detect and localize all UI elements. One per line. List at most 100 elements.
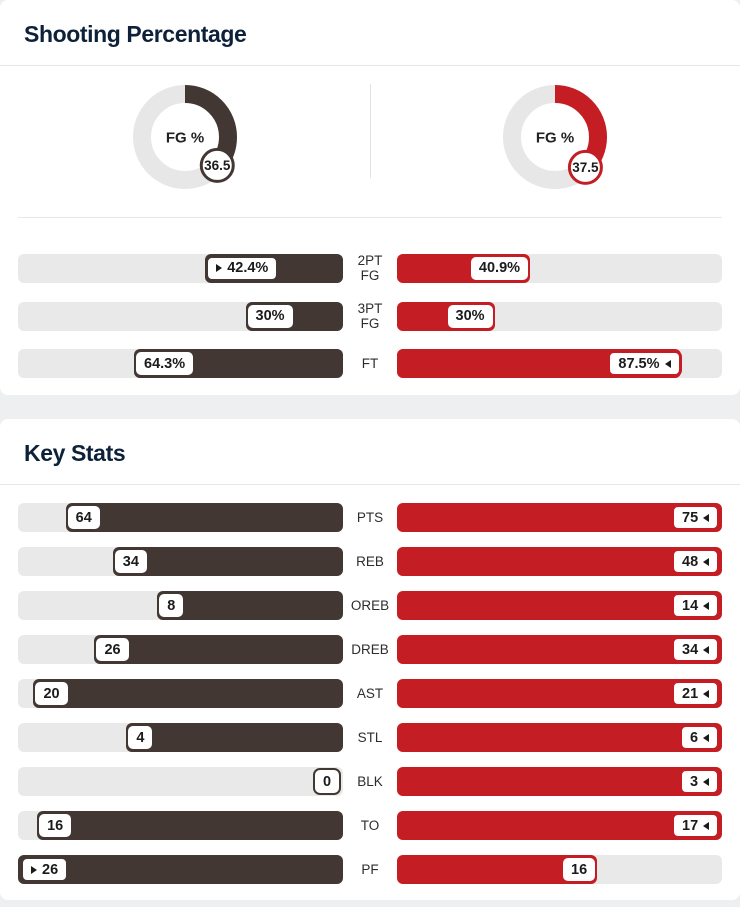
value-badge-left-REB: 34 [112, 548, 149, 575]
stat-row-2PTFG: 42.4% 2PT FG 40.9% [18, 253, 722, 283]
stat-label-DREB: DREB [351, 642, 389, 657]
donut-center-label: FG % [536, 129, 574, 146]
bar-track-left-2PTFG: 42.4% [18, 253, 343, 283]
key-stats-card: Key Stats 64 PTS 75 34 REB 48 8 OREB 14 26 DREB 34 2… [0, 419, 740, 900]
value-badge-left-3PTFG: 30% [245, 302, 295, 330]
stat-label-OREB: OREB [350, 598, 390, 613]
bar-track-right-STL: 6 [397, 723, 722, 752]
bar-fill-right [397, 635, 722, 664]
value-badge-right-DREB: 34 [671, 636, 721, 663]
stat-label-3PTFG: 3PT FG [357, 301, 383, 331]
bar-track-left-DREB: 26 [18, 635, 343, 664]
bar-fill-left [65, 503, 343, 532]
fg-donut-right: FG % 37.5 [371, 82, 740, 192]
key-stats-bars-list: 64 PTS 75 34 REB 48 8 OREB 14 26 DREB 34 20 AST 21 4 STL… [0, 485, 740, 900]
stat-value-text: 30% [255, 308, 285, 324]
leader-arrow-left-icon [703, 733, 710, 742]
bar-track-left-PTS: 64 [18, 503, 343, 532]
stat-value-text: 3 [690, 773, 699, 790]
bar-fill-left [112, 547, 343, 576]
stat-row-3PTFG: 30% 3PT FG 30% [18, 301, 722, 331]
stat-value-text: 17 [682, 817, 699, 834]
bar-track-left-AST: 20 [18, 679, 343, 708]
bar-track-right-FT: 87.5% [397, 349, 722, 378]
stat-row-OREB: 8 OREB 14 [18, 591, 722, 620]
value-badge-right-PTS: 75 [671, 504, 721, 531]
donut-vertical-divider [369, 84, 371, 178]
value-badge-left-OREB: 8 [157, 592, 186, 619]
fg-donut-row: FG % 36.5 FG % 37.5 [0, 66, 740, 217]
bar-track-left-3PTFG: 30% [18, 301, 343, 331]
bar-track-left-FT: 64.3% [18, 349, 343, 378]
value-badge-left-2PTFG: 42.4% [205, 254, 280, 282]
value-badge-right-2PTFG: 40.9% [468, 254, 531, 282]
value-badge-right-BLK: 3 [679, 768, 721, 795]
stat-label-REB: REB [356, 554, 384, 569]
bar-fill-left [18, 855, 343, 884]
bar-fill-left [33, 679, 343, 708]
shooting-percentage-card: Shooting Percentage FG % 36.5 FG % 37.5 42… [0, 0, 740, 395]
leader-arrow-left-icon [703, 645, 710, 654]
bar-track-right-BLK: 3 [397, 767, 722, 796]
key-stats-card-header: Key Stats [0, 419, 740, 484]
bar-fill-left [37, 811, 343, 840]
stat-value-text: 4 [136, 729, 145, 746]
stat-value-text: 30% [455, 308, 485, 324]
leader-arrow-left-icon [703, 777, 710, 786]
value-badge-right-STL: 6 [679, 724, 721, 751]
donut-value-arc [132, 85, 237, 189]
value-badge-right-REB: 48 [671, 548, 721, 575]
donut-center-label: FG % [166, 129, 204, 146]
stat-row-AST: 20 AST 21 [18, 679, 722, 708]
stat-value-text: 16 [571, 861, 588, 878]
bar-fill-right [397, 503, 722, 532]
bar-track-left-OREB: 8 [18, 591, 343, 620]
value-badge-left-FT: 64.3% [134, 350, 196, 377]
bar-track-right-3PTFG: 30% [397, 301, 722, 331]
donut-value-text: 36.5 [204, 158, 231, 173]
stat-value-text: 26 [42, 861, 59, 878]
stat-row-TO: 16 TO 17 [18, 811, 722, 840]
header-divider [0, 65, 740, 66]
stat-row-PTS: 64 PTS 75 [18, 503, 722, 532]
shooting-section-title: Shooting Percentage [24, 21, 247, 47]
leader-arrow-left-icon [703, 513, 710, 522]
stat-value-text: 26 [104, 641, 121, 658]
leader-arrow-right-icon [31, 865, 37, 874]
bar-track-left-BLK: 0 [18, 767, 343, 796]
bar-fill-right [397, 811, 722, 840]
shooting-bars-list: 42.4% 2PT FG 40.9% 30% 3PT FG 30% 64.3% FT 87.5% [0, 218, 740, 395]
value-badge-right-TO: 17 [671, 812, 721, 839]
value-badge-right-PF: 16 [561, 856, 598, 883]
donut-value-text: 37.5 [573, 160, 600, 175]
stat-label-2PTFG: 2PT FG [357, 253, 383, 283]
bar-track-right-PF: 16 [397, 855, 722, 884]
key-stats-section-title: Key Stats [24, 440, 126, 466]
bar-track-left-STL: 4 [18, 723, 343, 752]
value-badge-right-OREB: 14 [671, 592, 721, 619]
bar-fill-right [397, 723, 722, 752]
header-divider [0, 484, 740, 485]
bar-track-right-REB: 48 [397, 547, 722, 576]
stat-value-text: 8 [167, 597, 176, 614]
donut-value-badge [568, 149, 604, 185]
stat-row-DREB: 26 DREB 34 [18, 635, 722, 664]
value-badge-left-STL: 4 [126, 724, 155, 751]
bar-track-right-OREB: 14 [397, 591, 722, 620]
stat-value-text: 34 [122, 553, 139, 570]
stat-label-PF: PF [361, 862, 379, 877]
donut-value-arc [503, 85, 608, 189]
bar-track-right-2PTFG: 40.9% [397, 253, 722, 283]
stat-value-text: 64 [75, 509, 92, 526]
stat-label-FT: FT [361, 356, 379, 371]
value-badge-left-BLK: 0 [313, 768, 342, 795]
value-badge-right-AST: 21 [671, 680, 721, 707]
stat-label-BLK: BLK [357, 774, 383, 789]
stat-value-text: 64.3% [144, 355, 186, 372]
stat-value-text: 48 [682, 553, 699, 570]
stat-row-REB: 34 REB 48 [18, 547, 722, 576]
stat-value-text: 0 [323, 773, 332, 790]
leader-arrow-left-icon [703, 821, 710, 830]
stat-label-STL: STL [357, 730, 383, 745]
value-badge-left-PF: 26 [20, 856, 70, 883]
